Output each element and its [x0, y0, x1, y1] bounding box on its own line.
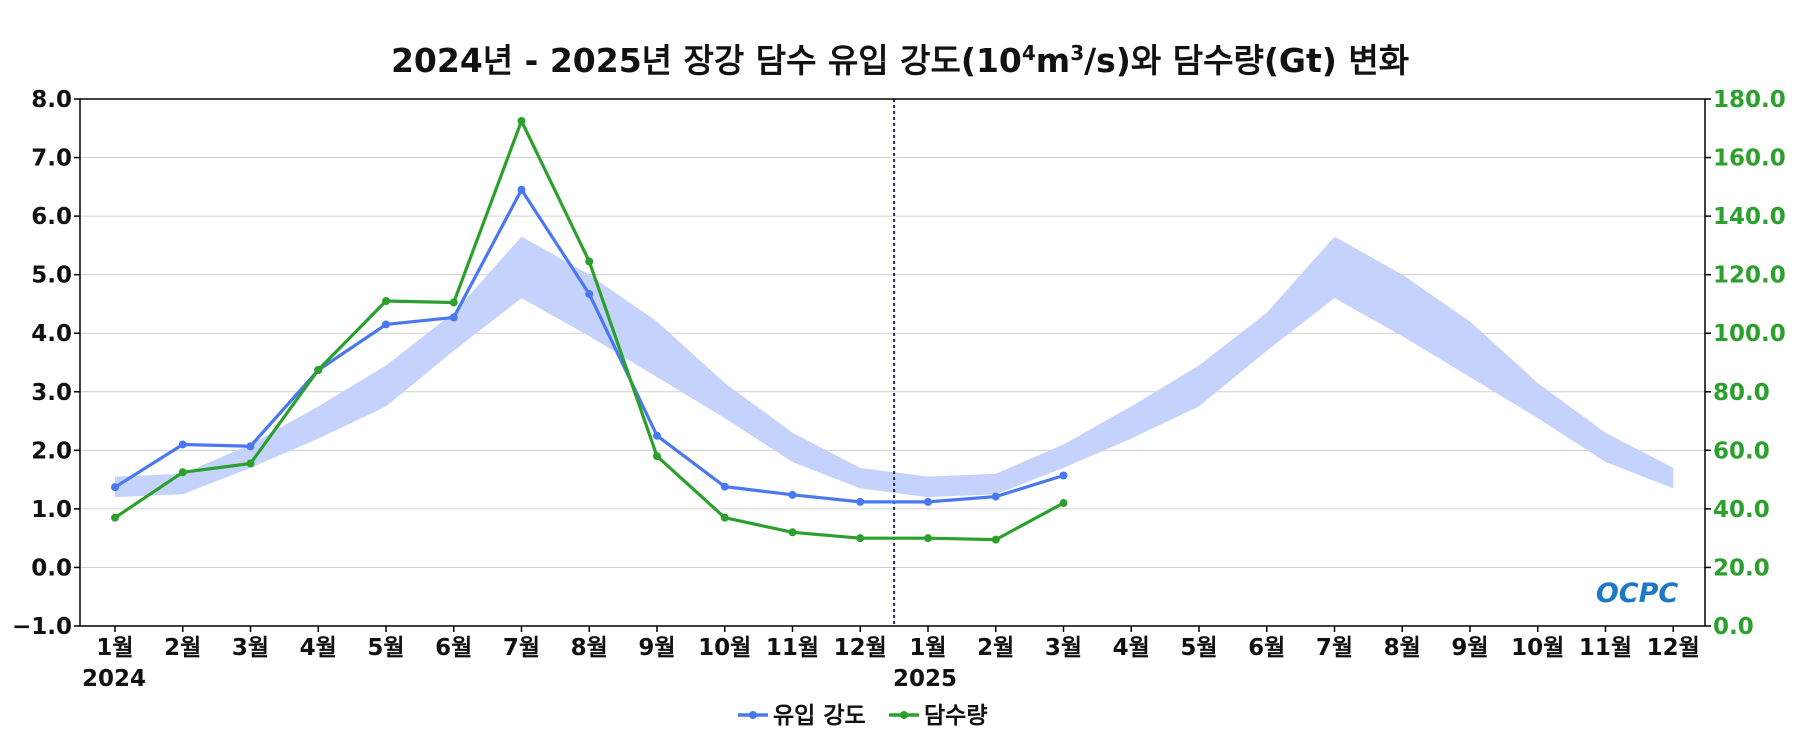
legend-swatch-marker — [900, 711, 908, 719]
x-tick-label: 11월 — [1579, 635, 1632, 661]
inflow-intensity-point — [856, 497, 865, 506]
y-right-tick-label: 60.0 — [1713, 438, 1770, 464]
y-left-tick-label: 5.0 — [31, 263, 72, 289]
y-right-tick-label: 0.0 — [1713, 614, 1754, 640]
inflow-intensity-point — [178, 440, 187, 449]
y-right-tick-label: 100.0 — [1713, 321, 1786, 347]
title-exp1: 4 — [1022, 41, 1036, 65]
ocpc-logo-text: OCPC — [1596, 578, 1679, 609]
x-tick-label: 8월 — [1384, 635, 1421, 661]
inflow-intensity-point — [517, 185, 526, 194]
freshwater-volume-point — [788, 528, 797, 537]
y-right-tick-label: 160.0 — [1713, 146, 1786, 172]
y-right-tick-label: 120.0 — [1713, 263, 1786, 289]
legend: 유입 강도 담수량 — [738, 703, 987, 729]
x-tick-label: 4월 — [300, 635, 337, 661]
title-prefix: 2024년 - 2025년 장강 담수 유입 강도(10 — [391, 41, 1022, 80]
x-tick-label: 1월 — [909, 635, 946, 661]
inflow-intensity-point — [788, 490, 797, 499]
x-tick-label: 3월 — [1045, 635, 1082, 661]
tick-labels: −1.0 0.0 1.0 2.0 3.0 4.0 5.0 6.0 7.0 8.0 0.0 20.0 40… — [12, 87, 1786, 692]
x-tick-label: 4월 — [1113, 635, 1150, 661]
chart-title: 2024년 - 2025년 장강 담수 유입 강도(104m3/s)와 담수량(… — [391, 41, 1409, 80]
freshwater-volume-point — [111, 513, 119, 522]
x-tick-label: 2월 — [977, 635, 1014, 661]
y-right-tick-label: 20.0 — [1713, 555, 1770, 581]
freshwater-volume-point — [991, 535, 1000, 544]
x-tick-label: 9월 — [1451, 635, 1488, 661]
climatology-band — [115, 236, 1674, 498]
freshwater-volume-point — [246, 459, 255, 468]
title-exp2: 3 — [1070, 41, 1084, 65]
freshwater-volume-point — [178, 468, 187, 477]
x-tick-label: 12월 — [1647, 635, 1700, 661]
freshwater-volume-point — [585, 257, 594, 266]
y-right-tick-label: 80.0 — [1713, 380, 1770, 406]
freshwater-volume-point — [382, 297, 390, 306]
ocpc-logo: OCPC — [1596, 578, 1679, 609]
x-tick-label: 10월 — [1511, 635, 1564, 661]
y-left-tick-label: −1.0 — [12, 614, 72, 640]
x-tick-label: 8월 — [571, 635, 608, 661]
freshwater-volume-point — [720, 513, 729, 522]
inflow-intensity-point — [585, 289, 594, 298]
x-tick-label: 2월 — [164, 635, 201, 661]
legend-label: 유입 강도 — [773, 703, 866, 729]
freshwater-volume-point — [314, 365, 323, 374]
y-left-tick-label: 6.0 — [31, 204, 72, 230]
legend-label: 담수량 — [924, 703, 987, 729]
axes-layer — [74, 98, 1711, 632]
inflow-intensity-point — [246, 442, 255, 451]
x-tick-label: 6월 — [435, 635, 472, 661]
x-tick-label: 11월 — [766, 635, 819, 661]
title-suffix: /s)와 담수량(Gt) 변화 — [1084, 41, 1409, 80]
y-left-tick-label: 3.0 — [31, 380, 72, 406]
y-left-tick-label: 7.0 — [31, 146, 72, 172]
y-left-tick-label: 0.0 — [31, 555, 72, 581]
inflow-intensity-point — [653, 431, 661, 440]
inflow-intensity-point — [720, 482, 729, 491]
inflow-intensity-point — [924, 497, 932, 506]
x-tick-label: 5월 — [1180, 635, 1217, 661]
x-tick-label: 1월 — [96, 635, 133, 661]
year-label: 2025 — [893, 666, 957, 692]
freshwater-volume-point — [517, 116, 526, 125]
title-mid: m — [1036, 41, 1070, 80]
freshwater-volume-point — [1059, 499, 1068, 508]
freshwater-volume-point — [449, 298, 458, 307]
x-tick-label: 6월 — [1248, 635, 1285, 661]
y-right-tick-label: 40.0 — [1713, 497, 1770, 523]
inflow-intensity-point — [382, 320, 390, 329]
freshwater-volume-point — [924, 534, 932, 543]
x-tick-label: 10월 — [698, 635, 751, 661]
y-right-tick-label: 140.0 — [1713, 204, 1786, 230]
x-tick-label: 7월 — [1316, 635, 1353, 661]
legend-swatch-marker — [749, 711, 757, 719]
y-left-tick-label: 8.0 — [31, 87, 72, 113]
inflow-intensity-point — [1059, 471, 1068, 480]
x-tick-label: 5월 — [367, 635, 404, 661]
y-left-tick-label: 4.0 — [31, 321, 72, 347]
inflow-intensity-point — [111, 483, 119, 492]
climatology-band-layer — [115, 99, 1674, 626]
y-right-tick-label: 180.0 — [1713, 87, 1786, 113]
x-tick-label: 7월 — [503, 635, 540, 661]
inflow-intensity-point — [991, 492, 1000, 501]
x-tick-label: 12월 — [834, 635, 887, 661]
y-left-tick-label: 1.0 — [31, 497, 72, 523]
series-layer — [111, 116, 1068, 544]
y-left-tick-label: 2.0 — [31, 438, 72, 464]
x-tick-label: 3월 — [232, 635, 269, 661]
year-label: 2024 — [82, 666, 146, 692]
inflow-intensity-point — [449, 313, 458, 322]
x-tick-label: 9월 — [638, 635, 675, 661]
freshwater-volume-point — [653, 452, 661, 461]
freshwater-volume-point — [856, 534, 865, 543]
